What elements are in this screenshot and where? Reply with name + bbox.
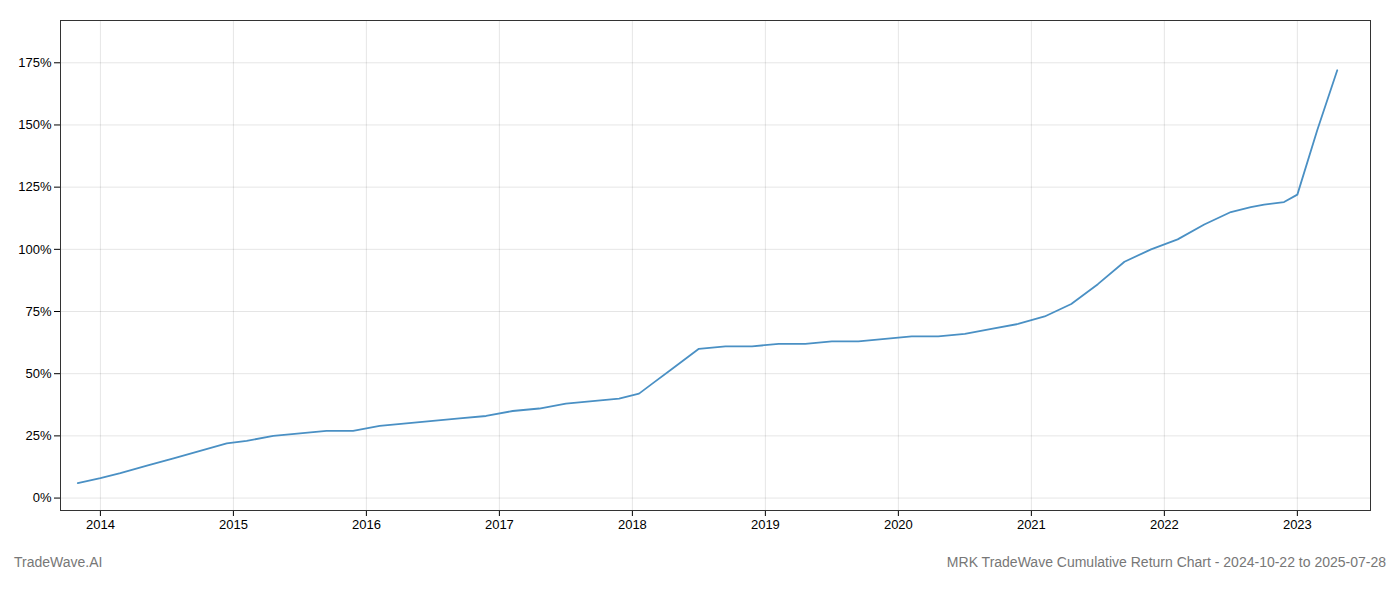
svg-text:2016: 2016 bbox=[352, 517, 381, 532]
html-text:TradeWave.AI: TradeWave.AI bbox=[14, 554, 103, 570]
svg-text:175%: 175% bbox=[18, 55, 52, 70]
svg-text:2017: 2017 bbox=[485, 517, 514, 532]
svg-text:2015: 2015 bbox=[219, 517, 248, 532]
svg-text:100%: 100% bbox=[18, 241, 52, 256]
svg-text:2020: 2020 bbox=[884, 517, 913, 532]
html-text:MRK TradeWave Cumulative Retur: MRK TradeWave Cumulative Return Chart - … bbox=[946, 554, 1386, 570]
svg-text:2018: 2018 bbox=[618, 517, 647, 532]
svg-text:2022: 2022 bbox=[1150, 517, 1179, 532]
svg-text:125%: 125% bbox=[18, 179, 52, 194]
svg-text:150%: 150% bbox=[18, 117, 52, 132]
svg-text:75%: 75% bbox=[25, 304, 51, 319]
svg-text:50%: 50% bbox=[25, 366, 51, 381]
svg-text:2023: 2023 bbox=[1283, 517, 1312, 532]
svg-text:2014: 2014 bbox=[86, 517, 115, 532]
svg-text:2019: 2019 bbox=[751, 517, 780, 532]
svg-text:0%: 0% bbox=[33, 490, 52, 505]
svg-text:25%: 25% bbox=[25, 428, 51, 443]
svg-text:2021: 2021 bbox=[1017, 517, 1046, 532]
